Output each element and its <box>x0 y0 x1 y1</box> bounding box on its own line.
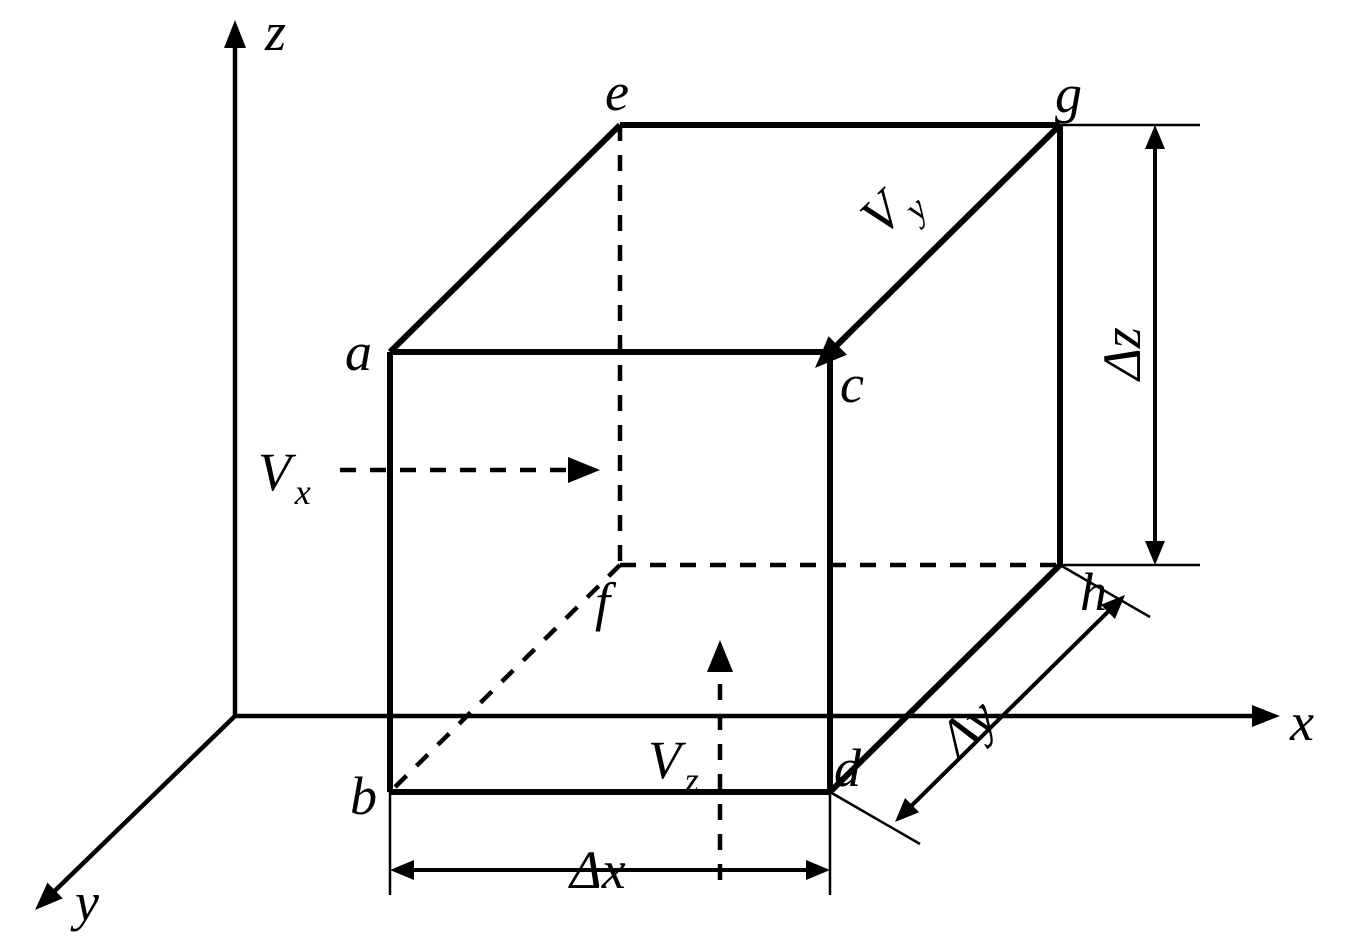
vertex-c-label: c <box>840 354 864 414</box>
edge-ae <box>390 125 620 352</box>
y-axis-line <box>47 716 235 898</box>
vertex-g-label: g <box>1055 64 1082 124</box>
dx-dim-head1 <box>390 860 414 880</box>
y-axis-label: y <box>70 872 99 932</box>
vz-label-main: V <box>648 730 687 790</box>
vertex-h-label: h <box>1080 562 1107 622</box>
x-axis-head <box>1252 705 1280 727</box>
vz-arrow-head <box>707 640 733 672</box>
vz-label: Vz <box>648 730 699 800</box>
edge-fb <box>390 565 620 792</box>
vx-arrow-head <box>568 457 600 483</box>
vertex-b-label: b <box>350 766 377 826</box>
z-axis-head <box>224 20 246 48</box>
edge-dh <box>830 565 1060 792</box>
dz-dim-head2 <box>1145 125 1165 149</box>
vertex-e-label: e <box>605 62 629 122</box>
vertex-f-label: f <box>595 572 617 632</box>
vy-label: Vy <box>849 167 936 254</box>
dz-label: Δz <box>1092 327 1152 382</box>
vertex-d-label: d <box>834 738 862 798</box>
dy-dim-line <box>904 603 1117 813</box>
vx-label-main: V <box>258 442 297 502</box>
vx-label-sub: x <box>294 472 311 512</box>
vertex-a-label: a <box>345 322 372 382</box>
vx-label: Vx <box>258 442 311 512</box>
x-axis-label: x <box>1289 692 1314 752</box>
dz-dim-head1 <box>1145 541 1165 565</box>
dx-label: Δx <box>568 840 626 900</box>
z-axis-label: z <box>264 2 286 62</box>
dy-label: Δy <box>925 687 1008 770</box>
dx-dim-head2 <box>806 860 830 880</box>
control-volume-diagram: x y z a e g c b f d h Δx Δy Δz Vx Vy Vz <box>0 0 1349 941</box>
vz-label-sub: z <box>684 760 699 800</box>
